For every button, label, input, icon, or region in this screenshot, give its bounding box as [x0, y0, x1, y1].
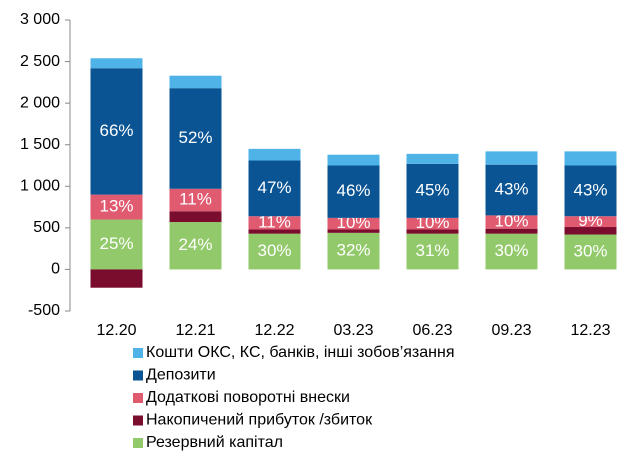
legend-label: Додаткові поворотні внески — [146, 389, 350, 406]
percent-label: 45% — [415, 180, 449, 199]
x-tick-label: 06.23 — [412, 322, 452, 339]
bar-segment — [248, 229, 301, 234]
x-tick-label: 03.23 — [333, 322, 373, 339]
legend-swatch — [133, 393, 143, 403]
bar-segment — [90, 194, 143, 220]
percent-label: 11% — [258, 212, 291, 231]
bar-segment — [406, 217, 459, 230]
bar-segment — [564, 227, 617, 235]
bar-segment — [327, 217, 380, 230]
percent-label: 10% — [494, 212, 528, 231]
bar-segment — [564, 216, 617, 228]
bar-segment — [169, 188, 222, 212]
percent-label: 25% — [99, 234, 133, 253]
percent-label: 24% — [178, 235, 212, 254]
legend-label: Кошти ОКС, КС, банків, інші зобов’язання — [146, 344, 455, 361]
bar-segment — [90, 58, 143, 69]
y-tick-label: 500 — [33, 219, 60, 236]
bar-segment — [485, 164, 538, 216]
percent-label: 32% — [336, 241, 370, 260]
bar-segment — [90, 269, 143, 288]
y-tick-label: 0 — [51, 261, 60, 278]
percent-label: 46% — [336, 181, 370, 200]
y-tick-label: 3 000 — [20, 11, 60, 28]
bar-segment — [485, 233, 538, 270]
bar-segment — [327, 232, 380, 270]
percent-label: 66% — [99, 121, 133, 140]
legend-swatch — [133, 415, 143, 426]
y-tick-label: 1 500 — [20, 136, 60, 153]
bar-segment — [406, 229, 459, 234]
bar-segment — [564, 234, 617, 270]
legend-swatch — [133, 438, 143, 448]
percent-label: 43% — [573, 180, 607, 199]
x-tick-label: 12.20 — [96, 322, 136, 339]
percent-label: 43% — [494, 180, 528, 199]
legend-label: Депозити — [146, 367, 216, 384]
bar-segment — [90, 219, 143, 270]
y-tick-label: 2 000 — [20, 94, 60, 111]
percent-label: 10% — [415, 213, 449, 232]
bar-segment — [169, 88, 222, 189]
percent-label: 13% — [99, 197, 133, 216]
percent-label: 47% — [257, 178, 291, 197]
x-tick-label: 12.22 — [254, 322, 294, 339]
bar-segment — [327, 154, 380, 166]
percent-label: 52% — [178, 128, 212, 147]
legend-swatch — [133, 370, 143, 381]
y-tick-label: 2 500 — [20, 53, 60, 70]
bar-segment — [406, 153, 459, 164]
percent-label: 10% — [336, 213, 370, 232]
y-tick-label: 1 000 — [20, 178, 60, 195]
legend-label: Накопичений прибуток /збиток — [146, 412, 373, 429]
percent-label: 30% — [573, 241, 607, 260]
percent-label: 30% — [494, 241, 528, 260]
bar-segment — [169, 75, 222, 89]
percent-label: 30% — [257, 241, 291, 260]
x-tick-label: 09.23 — [491, 322, 531, 339]
bar-segment — [169, 211, 222, 223]
percent-label: 31% — [415, 241, 449, 260]
bar-segment — [564, 151, 617, 166]
bar-segment — [327, 229, 380, 233]
bar-segment — [248, 216, 301, 230]
bar-segment — [169, 222, 222, 270]
bar-segment — [406, 233, 459, 270]
bar-segment — [406, 163, 459, 218]
bar-segment — [485, 228, 538, 234]
bar-segment — [248, 233, 301, 270]
x-tick-label: 12.23 — [570, 322, 610, 339]
bar-segment — [485, 215, 538, 229]
bar-segment — [248, 160, 301, 217]
legend-label: Резервний капітал — [146, 434, 283, 451]
bar-segment — [90, 68, 143, 195]
bar-segment — [485, 151, 538, 165]
bar-segment — [327, 165, 380, 218]
bar-segment — [248, 148, 301, 161]
legend-swatch — [133, 348, 143, 358]
bar-segment — [564, 165, 617, 217]
y-tick-label: -500 — [28, 302, 60, 319]
x-tick-label: 12.21 — [175, 322, 215, 339]
percent-label: 11% — [179, 189, 212, 208]
